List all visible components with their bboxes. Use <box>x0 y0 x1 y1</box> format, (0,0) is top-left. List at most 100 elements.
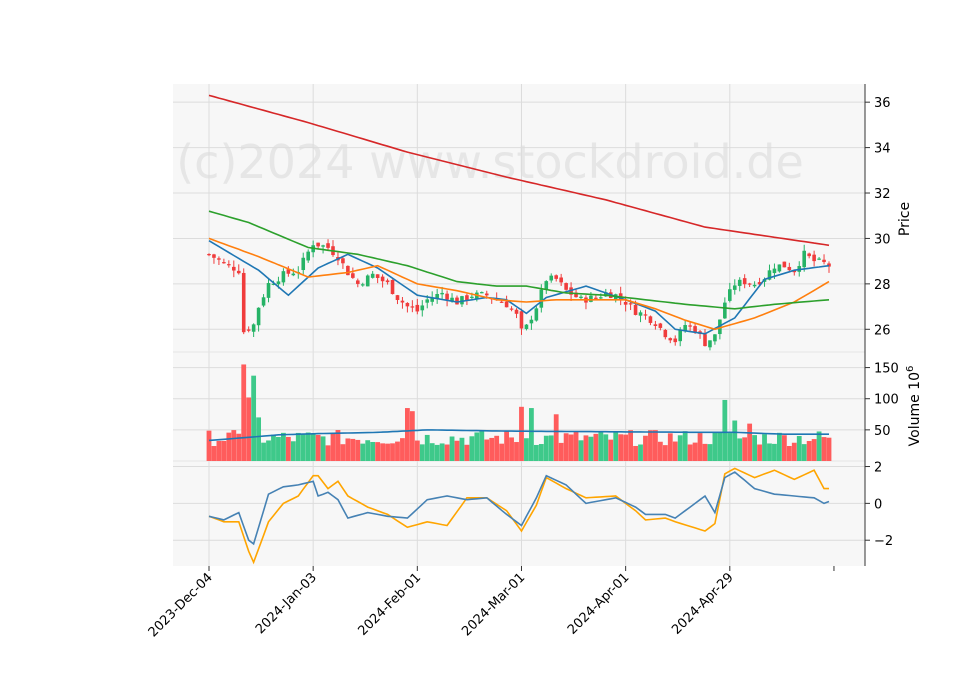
candle-body <box>757 282 762 285</box>
candle-body <box>633 304 638 315</box>
volume-bar <box>405 408 410 461</box>
volume-moving-average <box>208 429 829 442</box>
candle-body <box>787 266 792 271</box>
volume-bar <box>335 429 341 461</box>
candle-body <box>484 293 489 296</box>
candle-body <box>658 323 663 328</box>
candle-body <box>420 305 425 311</box>
candle-body <box>351 273 355 278</box>
volume-bar <box>276 437 281 461</box>
candle <box>668 337 673 344</box>
candle-body <box>435 294 439 299</box>
candle <box>286 266 291 277</box>
candle <box>316 242 320 249</box>
candle-body <box>370 273 375 278</box>
candle-body <box>222 262 226 264</box>
volume-bar <box>365 440 371 461</box>
candle <box>688 322 692 332</box>
volume-axis-title-text: Volume 10 <box>907 372 923 446</box>
candle-body <box>708 340 712 348</box>
volume-bar <box>509 437 514 461</box>
candle-body <box>817 258 821 260</box>
candle <box>827 261 831 273</box>
candle <box>777 264 782 273</box>
price-y-tick-label: 36 <box>874 96 891 111</box>
volume-bar <box>697 433 703 461</box>
candle-body <box>395 295 400 300</box>
volume-bar <box>519 406 524 461</box>
price-axis-title: Price <box>897 202 913 236</box>
volume-bar <box>529 408 534 461</box>
candle-body <box>663 329 668 338</box>
volume-bar <box>628 430 633 461</box>
candle-body <box>668 338 673 341</box>
candle <box>663 328 668 340</box>
candle <box>291 268 296 277</box>
volume-bar <box>777 432 782 461</box>
volume-bar <box>320 436 326 461</box>
candle <box>385 278 390 285</box>
candle-body <box>544 281 549 290</box>
volume-bar <box>454 440 460 461</box>
volume-bar <box>246 397 252 461</box>
price-y-tick-label: 30 <box>874 232 891 247</box>
candle-body <box>643 314 648 316</box>
candle <box>281 268 286 286</box>
candle <box>703 328 707 347</box>
candle-body <box>212 254 216 258</box>
volume-bar <box>241 364 247 461</box>
candle-body <box>673 338 678 343</box>
volume-bar <box>727 433 733 461</box>
candle-body <box>261 297 266 306</box>
candle-body <box>732 285 737 290</box>
candle <box>549 273 554 283</box>
candle <box>326 239 330 252</box>
candle-body <box>683 325 687 332</box>
candle-body <box>549 275 554 281</box>
candle <box>514 308 519 319</box>
candle <box>445 290 449 307</box>
candle-body <box>207 253 211 256</box>
volume-bar <box>434 444 440 461</box>
volume-bar <box>355 439 361 461</box>
candle-body <box>365 275 370 287</box>
candle-body <box>807 253 811 257</box>
candle-body <box>246 329 251 331</box>
volume-bar <box>821 437 827 461</box>
volume-bar <box>772 443 777 461</box>
volume-bar <box>618 434 624 461</box>
candle-body <box>440 292 444 295</box>
candle-body <box>534 308 539 321</box>
candle-body <box>623 301 628 305</box>
volume-bar <box>390 443 395 461</box>
candle-body <box>812 254 816 262</box>
volume-bar <box>429 443 435 461</box>
indicator-line <box>208 471 830 546</box>
candle <box>732 279 737 295</box>
volume-bar <box>752 435 757 461</box>
candle <box>410 300 415 313</box>
candle-body <box>723 302 727 319</box>
candle-body <box>405 302 410 307</box>
candle-body <box>356 280 360 284</box>
volume-bar <box>216 440 222 461</box>
volume-bar <box>350 438 356 461</box>
volume-bar <box>380 443 385 461</box>
candle-body <box>450 297 454 302</box>
candle-body <box>276 281 281 285</box>
candle <box>236 264 241 275</box>
candle-body <box>713 334 717 342</box>
candle-body <box>346 265 350 276</box>
candle <box>351 267 355 279</box>
indicator-y-tick-label: 0 <box>874 497 882 512</box>
price-y-tick-label: 34 <box>874 142 891 157</box>
candle-body <box>321 245 325 247</box>
price-y-tick-label: 28 <box>874 278 891 293</box>
volume-bar <box>340 444 346 461</box>
volume-bar <box>290 441 296 461</box>
candle-body <box>271 283 276 285</box>
candle-body <box>703 334 707 347</box>
candle-body <box>792 270 797 273</box>
candle <box>817 257 821 261</box>
